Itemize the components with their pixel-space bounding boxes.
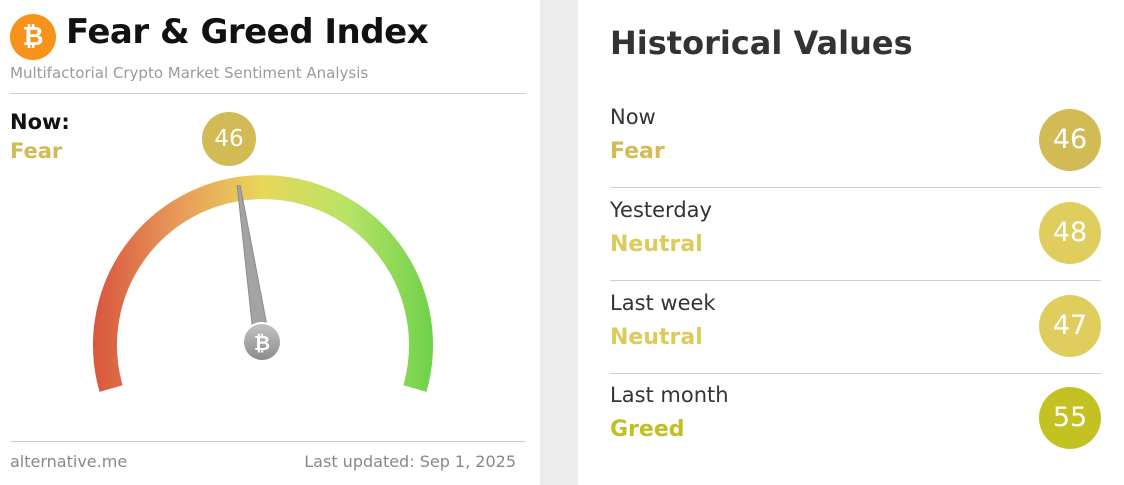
bitcoin-coin-icon: ₿: [254, 331, 270, 355]
page-subtitle: Multifactorial Crypto Market Sentiment A…: [10, 64, 369, 82]
history-value-badge: 55: [1039, 387, 1101, 449]
history-classification: Neutral: [610, 325, 703, 350]
history-value-badge: 46: [1039, 109, 1101, 171]
row-divider: [610, 187, 1101, 188]
gauge-hub: [242, 322, 282, 362]
history-classification: Neutral: [610, 232, 703, 257]
history-row-last-month: Last month Greed 55: [610, 374, 1101, 466]
history-classification: Fear: [610, 139, 665, 164]
header-divider: [10, 93, 526, 94]
history-row-yesterday: Yesterday Neutral 48: [610, 189, 1101, 281]
historical-title: Historical Values: [610, 24, 913, 62]
now-classification: Fear: [10, 139, 63, 163]
history-row-last-week: Last week Neutral 47: [610, 282, 1101, 374]
historical-values-panel: Historical Values Now Fear 46 Yesterday …: [578, 0, 1124, 485]
row-divider: [610, 373, 1101, 374]
history-classification: Greed: [610, 417, 685, 442]
history-period: Last month: [610, 383, 729, 407]
history-value-badge: 48: [1039, 202, 1101, 264]
footer-divider: [10, 441, 526, 442]
now-label: Now:: [10, 110, 70, 134]
history-period: Now: [610, 105, 656, 129]
history-period: Yesterday: [610, 198, 712, 222]
history-row-now: Now Fear 46: [610, 96, 1101, 188]
history-value-badge: 47: [1039, 295, 1101, 357]
sentiment-gauge: ₿: [93, 175, 433, 392]
last-updated: Last updated: Sep 1, 2025: [304, 452, 516, 471]
history-period: Last week: [610, 291, 716, 315]
bitcoin-logo-icon: ₿: [10, 14, 56, 60]
gauge-needle: [236, 184, 271, 344]
row-divider: [610, 280, 1101, 281]
source-link[interactable]: alternative.me: [10, 452, 128, 471]
fear-greed-widget: ₿ Fear & Greed Index Multifactorial Cryp…: [0, 0, 540, 485]
gauge-value-badge: 46: [202, 112, 256, 166]
gauge-arc: [93, 175, 433, 392]
page-title: Fear & Greed Index: [66, 12, 429, 52]
